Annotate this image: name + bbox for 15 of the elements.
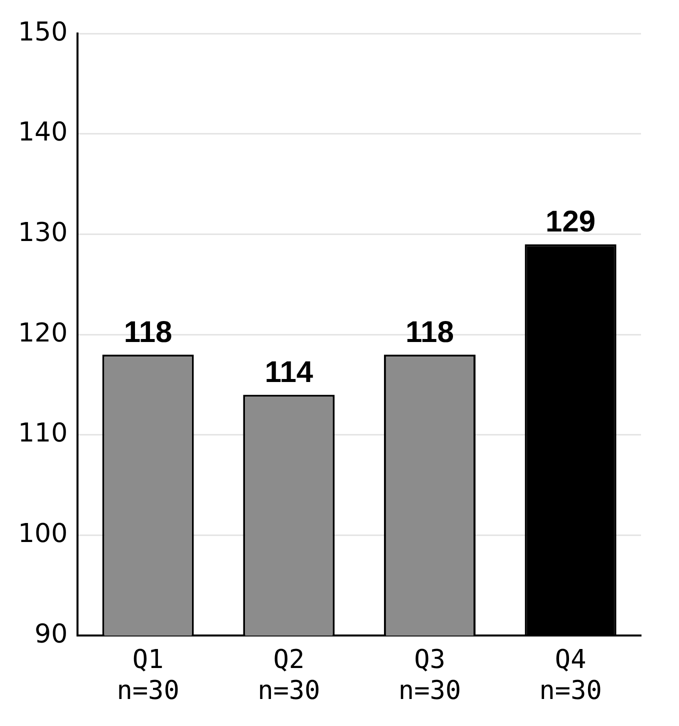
x-tick-label: Q2 n=30 xyxy=(258,644,320,706)
x-tick-label: Q1 n=30 xyxy=(116,644,180,706)
data-label: 114 xyxy=(264,356,314,390)
data-label: 118 xyxy=(406,316,454,349)
y-tick-label: 140 xyxy=(18,118,68,148)
x-tick-label: Q3 n=30 xyxy=(398,644,462,706)
y-tick-label: 110 xyxy=(18,418,68,449)
x-tick-label: Q4 n=30 xyxy=(539,644,602,706)
y-tick-label: 130 xyxy=(18,218,68,248)
y-tick-label: 120 xyxy=(18,318,68,348)
data-label: 129 xyxy=(546,206,596,239)
y-tick-label: 100 xyxy=(18,519,68,550)
y-tick-label: 150 xyxy=(18,17,68,48)
y-tick-label: 90 xyxy=(34,619,68,650)
data-label: 118 xyxy=(124,316,172,349)
